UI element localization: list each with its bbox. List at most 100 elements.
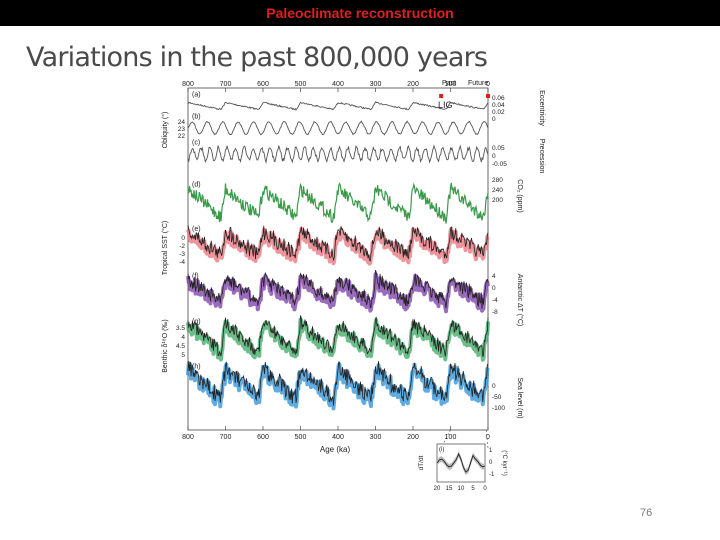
- inset-ytick: 0: [489, 460, 493, 466]
- benthic-tick: 4.5: [176, 343, 185, 350]
- tropical-sst-axis-label: Tropical SST (°C): [161, 221, 169, 276]
- top-tick-label: 700: [220, 81, 232, 88]
- inset-panel: (i)dT/dt (°C kyr⁻¹)10-120 15 10 5 0: [418, 443, 507, 492]
- series-line-5: [186, 226, 490, 266]
- inset-ytick: 1: [489, 448, 493, 454]
- bottom-tick-label: 500: [295, 434, 307, 441]
- top-tick-label: 500: [295, 81, 307, 88]
- panel-label: (b): [192, 113, 201, 120]
- inset-line: [436, 452, 486, 473]
- precession-tick: -0.05: [492, 161, 507, 168]
- sea-level-tick: -100: [492, 405, 505, 412]
- series-overlay-7: [187, 315, 489, 358]
- past-label: Past: [442, 80, 456, 87]
- series-line-4: [187, 182, 489, 224]
- inset-xtick: 10: [458, 486, 465, 492]
- top-tick-label: 200: [407, 81, 419, 88]
- title-bar: [0, 0, 720, 26]
- sea-level-tick: 0: [492, 383, 496, 390]
- precession-tick: 0: [492, 153, 496, 160]
- top-tick-label: 800: [182, 81, 194, 88]
- co2-tick: 280: [492, 177, 503, 184]
- bottom-tick-label: 200: [407, 434, 419, 441]
- obliquity-tick: 22: [178, 133, 186, 140]
- panel-label: (a): [192, 91, 201, 98]
- lig-label: LIG: [438, 100, 453, 110]
- bottom-tick-label: 600: [257, 434, 269, 441]
- top-tick-label: 400: [332, 81, 344, 88]
- series-overlay-8: [187, 361, 489, 406]
- eccentricity-tick: 0.04: [492, 102, 505, 109]
- eccentricity-tick: 0: [492, 116, 496, 123]
- top-tick-label: 300: [370, 81, 382, 88]
- inset-uncertainty-band: [437, 451, 485, 476]
- panel-label: (f): [192, 273, 199, 280]
- benthic-axis-label: Benthic δ¹⁸O (‰): [162, 319, 169, 373]
- benthic-tick: 5: [181, 352, 185, 359]
- page-title: Paleoclimate reconstruction: [266, 5, 454, 21]
- antarctic-tick: -8: [492, 309, 498, 316]
- top-tick-label: 600: [257, 81, 269, 88]
- tropical-sst-tick: 0: [181, 235, 185, 242]
- co2-tick: 240: [492, 187, 503, 194]
- bottom-tick-label: 300: [370, 434, 382, 441]
- co2-tick: 200: [492, 197, 503, 204]
- panel-label: (h): [192, 364, 201, 371]
- antarctic-tick: 4: [492, 273, 496, 280]
- obliquity-tick: 24: [178, 119, 186, 126]
- series-overlay-6: [187, 269, 489, 309]
- bottom-axis-ticks: 800 700 600 500 400 300 200 100 0: [182, 426, 490, 441]
- top-axis-ticks: 800 700 600 500 400 300 200 100 0: [182, 81, 490, 92]
- top-tick-label: 0: [486, 81, 490, 88]
- future-marker: [486, 94, 490, 98]
- bottom-tick-label: 800: [182, 434, 194, 441]
- inset-connector: [485, 429, 489, 449]
- top-tick-label: 100: [445, 81, 457, 88]
- benthic-tick: 3.5: [176, 325, 185, 332]
- sea-level-tick: -50: [492, 394, 502, 401]
- bottom-tick-label: 400: [332, 434, 344, 441]
- co2-axis-label: CO₂ (ppm): [516, 179, 523, 212]
- future-label: Future: [468, 80, 488, 87]
- eccentricity-axis-label: Eccentricity: [538, 90, 545, 126]
- panel-label: (d): [192, 182, 201, 189]
- inset-xtick: 5: [471, 486, 475, 492]
- inset-xtick: 20: [434, 486, 441, 492]
- lig-marker: [439, 94, 444, 98]
- x-axis-label: Age (ka): [320, 445, 351, 454]
- antarctic-tick: 0: [492, 285, 496, 292]
- slide-number: 76: [640, 507, 653, 519]
- precession-tick: 0.05: [492, 145, 505, 152]
- benthic-tick: 4: [181, 334, 185, 341]
- inset-ytick: -1: [489, 472, 495, 478]
- panel-label: (e): [192, 226, 201, 233]
- plot-area: (a) (b) (c) (d) (e) (f) (g) (h): [186, 87, 490, 449]
- tropical-sst-tick: -2: [179, 243, 185, 250]
- bottom-tick-label: 100: [445, 434, 457, 441]
- series-overlay-5: [187, 225, 489, 262]
- series-line-1: [187, 101, 489, 111]
- inset-panel-label: (i): [439, 447, 444, 453]
- inset-xtick: 15: [446, 486, 453, 492]
- eccentricity-tick: 0.06: [492, 95, 505, 102]
- obliquity-tick: 23: [178, 126, 186, 133]
- series-line-2: [187, 120, 489, 136]
- inset-ylabel: dT/dt: [418, 455, 425, 470]
- precession-axis-label: Precession: [538, 139, 545, 174]
- panel-label: (g): [192, 319, 201, 326]
- panel-label: (c): [192, 139, 200, 146]
- bottom-tick-label: 700: [220, 434, 232, 441]
- slide-headline: Variations in the past 800,000 years: [26, 42, 488, 73]
- eccentricity-tick: 0.02: [492, 109, 505, 116]
- bottom-tick-label: 0: [486, 434, 490, 441]
- inset-ylabel2: (°C kyr⁻¹): [501, 450, 507, 476]
- inset-xtick: 0: [483, 486, 487, 492]
- series-line-3: [187, 144, 489, 164]
- antarctic-tick: -4: [492, 297, 498, 304]
- sea-level-axis-label: Sea level (m): [516, 377, 523, 418]
- tropical-sst-tick: -3: [179, 251, 185, 258]
- obliquity-axis-label: Obliquity (°): [161, 112, 169, 149]
- tropical-sst-tick: -4: [179, 259, 185, 266]
